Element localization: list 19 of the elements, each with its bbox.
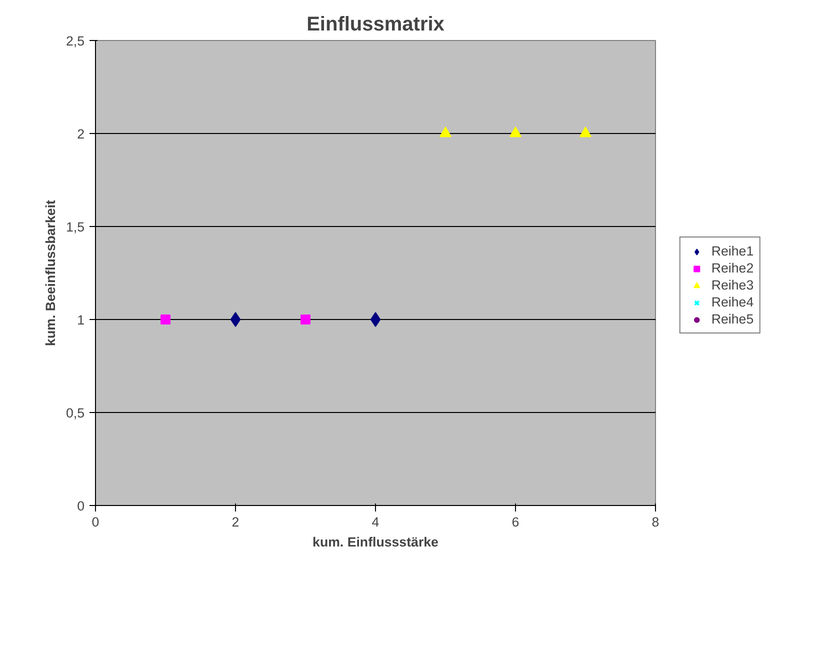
y-tick-label: 1 — [77, 312, 85, 328]
y-tick-label: 0,5 — [66, 406, 85, 420]
x-tick-label: 4 — [372, 514, 380, 530]
y-axis-title: kum. Beeinflussbarkeit — [42, 199, 58, 346]
y-tick-label: 2,5 — [66, 34, 85, 48]
x-tick-label: 0 — [92, 514, 100, 530]
y-tick-label: 1,5 — [66, 220, 85, 234]
chart-title: Einflussmatrix — [306, 14, 444, 36]
y-tick-label: 0 — [77, 498, 85, 514]
x-axis-title: kum. Einflussstärke — [312, 534, 438, 550]
x-tick-label: 6 — [512, 514, 520, 530]
legend-label: Reihe1 — [711, 244, 754, 258]
legend-label: Reihe4 — [711, 294, 754, 310]
legend-label: Reihe5 — [711, 312, 754, 326]
legend-label: Reihe3 — [711, 278, 754, 292]
y-tick-label: 2 — [77, 126, 85, 142]
x-tick-label: 2 — [232, 514, 240, 530]
x-tick-label: 8 — [652, 514, 660, 530]
legend-label: Reihe2 — [711, 260, 754, 276]
